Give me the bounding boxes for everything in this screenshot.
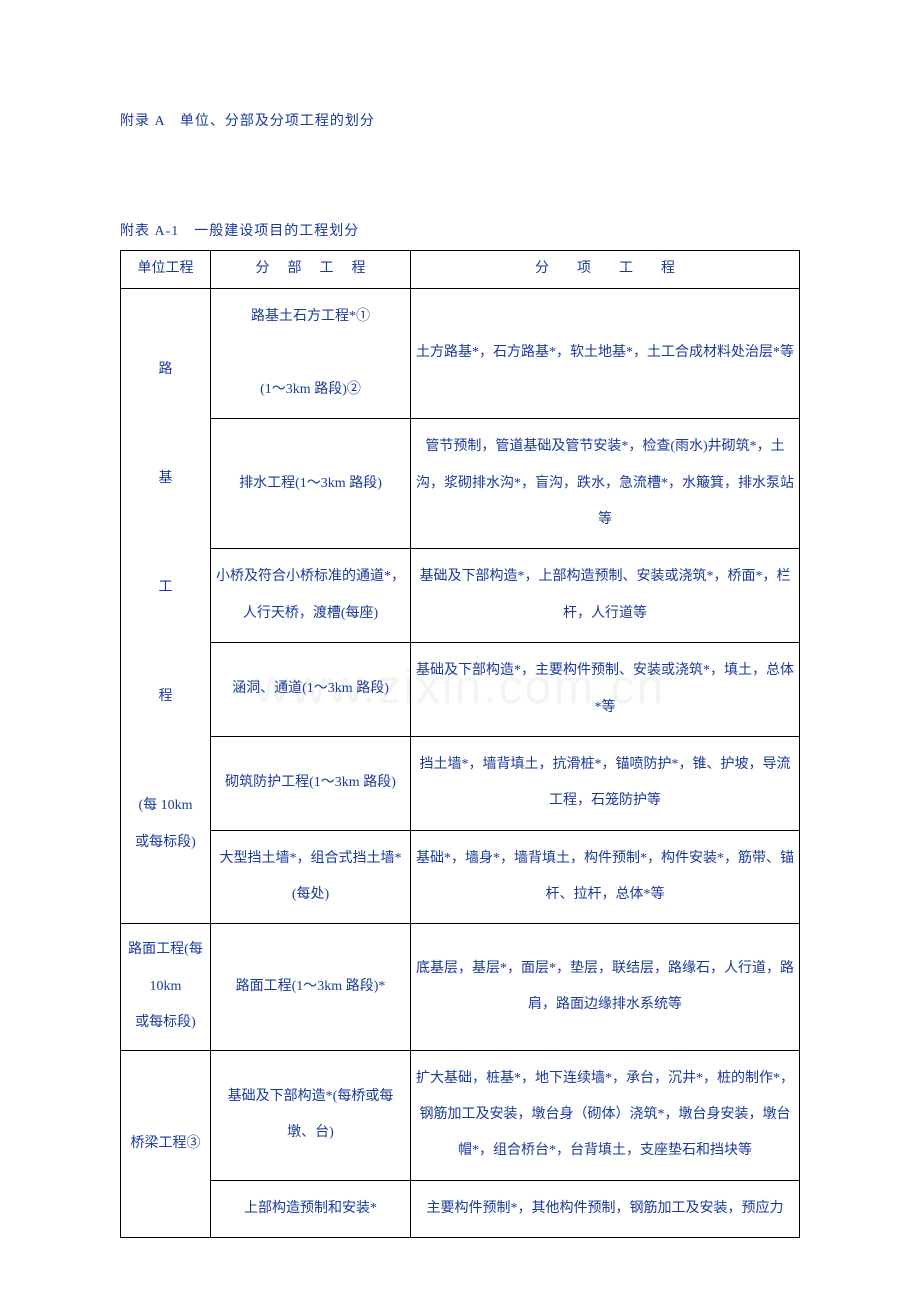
table-row: 路面工程(每10km或每标段)路面工程(1～3km 路段)*底基层，基层*，面层… [121,924,800,1050]
unit-cell: 桥梁工程③ [121,1050,211,1238]
project-division-table: 单位工程 分部工程 分项工程 路基工程(每 10km或每标段)路基土石方工程*①… [120,250,800,1238]
table-title: 附表 A-1 一般建设项目的工程划分 [120,220,800,240]
table-row: 大型挡土墙*，组合式挡土墙*(每处)基础*，墙身*，墙背填土，构件预制*，构件安… [121,830,800,924]
item-cell: 挡土墙*，墙背填土，抗滑桩*，锚喷防护*，锥、护坡，导流工程，石笼防护等 [411,736,800,830]
subdivision-cell: 小桥及符合小桥标准的通道*，人行天桥，渡槽(每座) [211,549,411,643]
header-item: 分项工程 [411,251,800,289]
table-row: 路基工程(每 10km或每标段)路基土石方工程*①(1～3km 路段)②土方路基… [121,289,800,419]
table-header-row: 单位工程 分部工程 分项工程 [121,251,800,289]
table-row: 小桥及符合小桥标准的通道*，人行天桥，渡槽(每座)基础及下部构造*，上部构造预制… [121,549,800,643]
item-cell: 主要构件预制*，其他构件预制，钢筋加工及安装，预应力 [411,1180,800,1237]
item-cell: 基础*，墙身*，墙背填土，构件预制*，构件安装*，筋带、锚杆、拉杆，总体*等 [411,830,800,924]
subdivision-cell: 基础及下部构造*(每桥或每墩、台) [211,1050,411,1180]
item-cell: 管节预制，管道基础及管节安装*，检查(雨水)井砌筑*，土沟，浆砌排水沟*，盲沟，… [411,419,800,549]
subdivision-cell: 排水工程(1～3km 路段) [211,419,411,549]
item-cell: 基础及下部构造*，上部构造预制、安装或浇筑*，桥面*，栏杆，人行道等 [411,549,800,643]
item-cell: 底基层，基层*，面层*，垫层，联结层，路缘石，人行道，路肩，路面边缘排水系统等 [411,924,800,1050]
header-subdivision: 分部工程 [211,251,411,289]
table-row: 涵洞、通道(1～3km 路段)基础及下部构造*，主要构件预制、安装或浇筑*，填土… [121,643,800,737]
table-body: 路基工程(每 10km或每标段)路基土石方工程*①(1～3km 路段)②土方路基… [121,289,800,1238]
table-row: 桥梁工程③基础及下部构造*(每桥或每墩、台)扩大基础，桩基*，地下连续墙*，承台… [121,1050,800,1180]
table-row: 排水工程(1～3km 路段)管节预制，管道基础及管节安装*，检查(雨水)井砌筑*… [121,419,800,549]
item-cell: 扩大基础，桩基*，地下连续墙*，承台，沉井*，桩的制作*，钢筋加工及安装，墩台身… [411,1050,800,1180]
subdivision-cell: 大型挡土墙*，组合式挡土墙*(每处) [211,830,411,924]
item-cell: 土方路基*，石方路基*，软土地基*，土工合成材料处治层*等 [411,289,800,419]
page-title: 附录 A 单位、分部及分项工程的划分 [120,110,800,130]
table-row: 砌筑防护工程(1～3km 路段)挡土墙*，墙背填土，抗滑桩*，锚喷防护*，锥、护… [121,736,800,830]
unit-cell: 路基工程(每 10km或每标段) [121,289,211,924]
unit-cell: 路面工程(每10km或每标段) [121,924,211,1050]
table-row: 上部构造预制和安装*主要构件预制*，其他构件预制，钢筋加工及安装，预应力 [121,1180,800,1237]
item-cell: 基础及下部构造*，主要构件预制、安装或浇筑*，填土，总体*等 [411,643,800,737]
subdivision-cell: 砌筑防护工程(1～3km 路段) [211,736,411,830]
subdivision-cell: 上部构造预制和安装* [211,1180,411,1237]
subdivision-cell: 涵洞、通道(1～3km 路段) [211,643,411,737]
subdivision-cell: 路面工程(1～3km 路段)* [211,924,411,1050]
subdivision-cell: 路基土石方工程*①(1～3km 路段)② [211,289,411,419]
header-unit: 单位工程 [121,251,211,289]
